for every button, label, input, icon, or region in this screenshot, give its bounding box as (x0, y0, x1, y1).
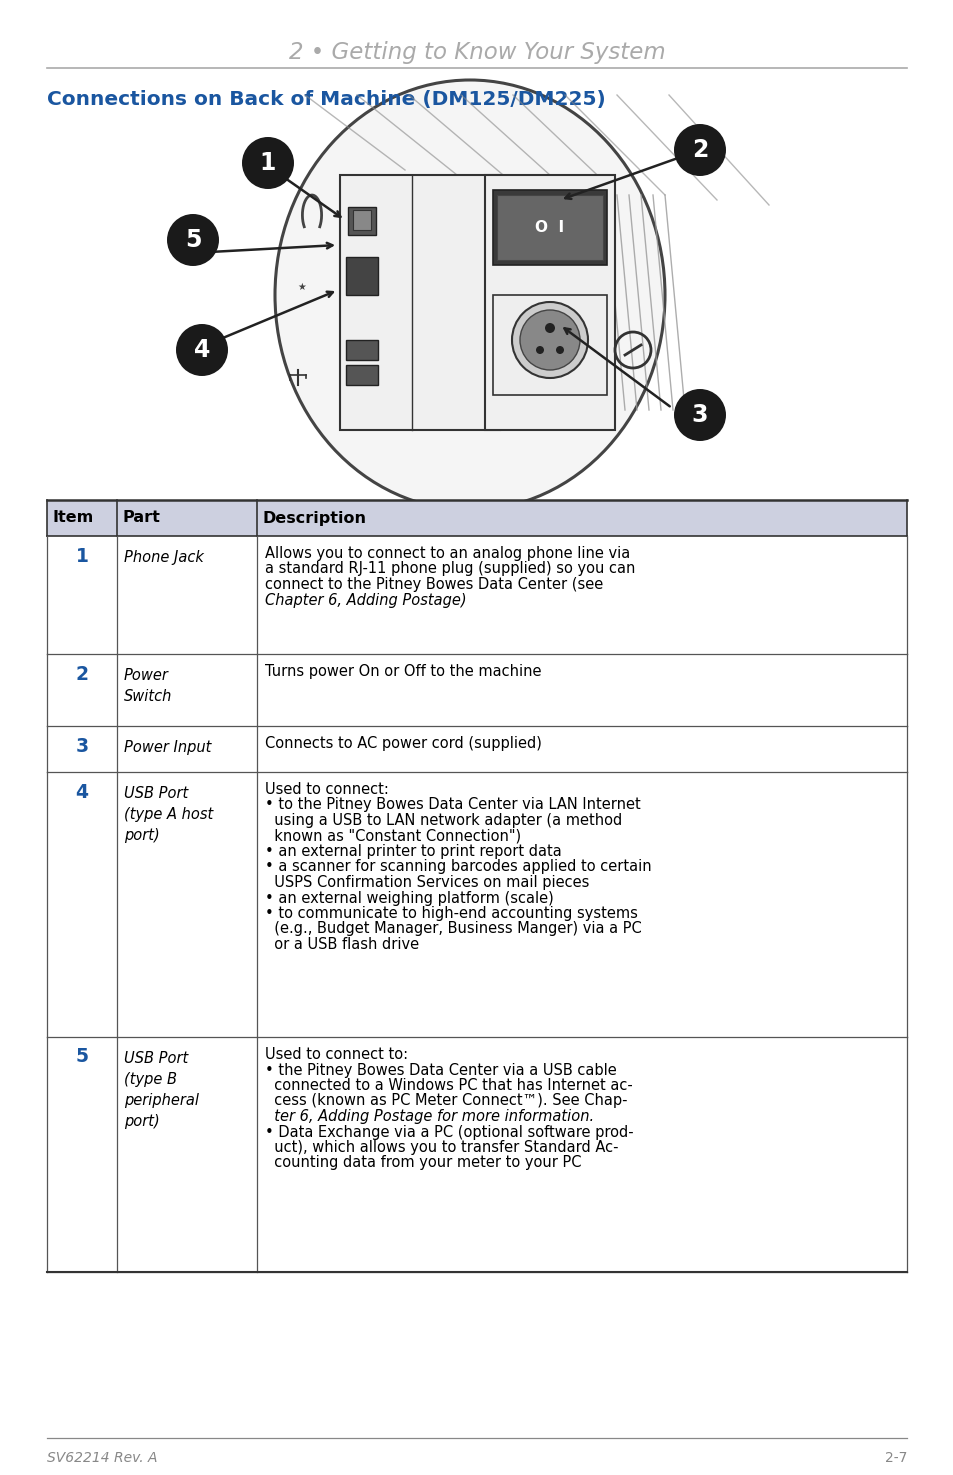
Circle shape (512, 302, 587, 378)
Text: (e.g., Budget Manager, Business Manger) via a PC: (e.g., Budget Manager, Business Manger) … (265, 922, 641, 937)
Text: SV62214 Rev. A: SV62214 Rev. A (47, 1451, 157, 1465)
Text: Part: Part (123, 510, 161, 525)
Bar (493, 190, 606, 266)
Circle shape (167, 214, 219, 266)
Circle shape (175, 324, 228, 376)
Text: Used to connect to:: Used to connect to: (265, 1047, 408, 1062)
Text: O  I: O I (535, 220, 564, 235)
Text: Power Input: Power Input (124, 740, 212, 755)
Text: • to communicate to high-end accounting systems: • to communicate to high-end accounting … (265, 906, 638, 920)
Text: Used to connect:: Used to connect: (265, 782, 389, 796)
Bar (484, 176, 615, 431)
Text: Power
Switch: Power Switch (124, 668, 172, 704)
Bar (497, 195, 602, 260)
Text: 1: 1 (259, 150, 276, 176)
Text: • to the Pitney Bowes Data Center via LAN Internet: • to the Pitney Bowes Data Center via LA… (265, 798, 640, 813)
Text: Phone Jack: Phone Jack (124, 550, 204, 565)
Text: Chapter 6, Adding Postage): Chapter 6, Adding Postage) (265, 593, 466, 608)
Text: • an external printer to print report data: • an external printer to print report da… (265, 844, 561, 858)
Text: • the Pitney Bowes Data Center via a USB cable: • the Pitney Bowes Data Center via a USB… (265, 1062, 616, 1078)
Circle shape (673, 389, 725, 441)
Circle shape (536, 347, 543, 354)
Text: connected to a Windows PC that has Internet ac-: connected to a Windows PC that has Inter… (265, 1078, 632, 1093)
Circle shape (519, 310, 579, 370)
Bar (346, 364, 377, 385)
Text: 5: 5 (185, 229, 201, 252)
Circle shape (242, 137, 294, 189)
Text: USB Port
(type A host
port): USB Port (type A host port) (124, 786, 213, 844)
Text: uct), which allows you to transfer Standard Ac-: uct), which allows you to transfer Stand… (265, 1140, 618, 1155)
Text: 2: 2 (691, 139, 707, 162)
Text: known as "Constant Connection"): known as "Constant Connection") (265, 829, 520, 844)
Text: Item: Item (53, 510, 94, 525)
Text: 5: 5 (75, 1047, 89, 1066)
Bar (339, 176, 499, 431)
Text: • a scanner for scanning barcodes applied to certain: • a scanner for scanning barcodes applie… (265, 860, 651, 875)
Text: 4: 4 (193, 338, 210, 361)
Bar (346, 257, 377, 295)
Text: USB Port
(type B
peripheral
port): USB Port (type B peripheral port) (124, 1052, 199, 1128)
Text: 2 • Getting to Know Your System: 2 • Getting to Know Your System (289, 40, 664, 63)
Text: Allows you to connect to an analog phone line via: Allows you to connect to an analog phone… (265, 546, 630, 560)
Text: cess (known as PC Meter Connect™). See Chap-: cess (known as PC Meter Connect™). See C… (265, 1093, 627, 1109)
Text: 1: 1 (75, 547, 89, 565)
Bar (47, 500, 906, 535)
Text: a standard RJ-11 phone plug (supplied) so you can: a standard RJ-11 phone plug (supplied) s… (265, 562, 635, 577)
Text: using a USB to LAN network adapter (a method: using a USB to LAN network adapter (a me… (265, 813, 621, 827)
Text: 2-7: 2-7 (883, 1451, 906, 1465)
Circle shape (556, 347, 563, 354)
Text: ★: ★ (297, 282, 306, 292)
Text: ter 6, Adding Postage for more information.: ter 6, Adding Postage for more informati… (265, 1109, 594, 1124)
Text: counting data from your meter to your PC: counting data from your meter to your PC (265, 1155, 581, 1171)
Circle shape (544, 323, 555, 333)
Text: or a USB flash drive: or a USB flash drive (265, 937, 418, 951)
Text: Turns power On or Off to the machine: Turns power On or Off to the machine (265, 664, 541, 678)
Bar (493, 295, 606, 395)
Text: connect to the Pitney Bowes Data Center (see: connect to the Pitney Bowes Data Center … (265, 577, 602, 591)
Text: • an external weighing platform (scale): • an external weighing platform (scale) (265, 891, 553, 906)
Text: 3: 3 (691, 403, 707, 426)
Text: 4: 4 (75, 783, 89, 801)
Bar (346, 341, 377, 360)
Ellipse shape (274, 80, 664, 510)
Text: 2: 2 (75, 665, 89, 683)
Circle shape (673, 124, 725, 176)
Text: Description: Description (263, 510, 367, 525)
Bar (353, 209, 371, 230)
Text: 3: 3 (75, 736, 89, 755)
Text: • Data Exchange via a PC (optional software prod-: • Data Exchange via a PC (optional softw… (265, 1124, 633, 1140)
Text: Connects to AC power cord (supplied): Connects to AC power cord (supplied) (265, 736, 541, 751)
Text: Connections on Back of Machine (DM125/DM225): Connections on Back of Machine (DM125/DM… (47, 90, 605, 109)
Text: USPS Confirmation Services on mail pieces: USPS Confirmation Services on mail piece… (265, 875, 589, 889)
Bar (348, 207, 375, 235)
